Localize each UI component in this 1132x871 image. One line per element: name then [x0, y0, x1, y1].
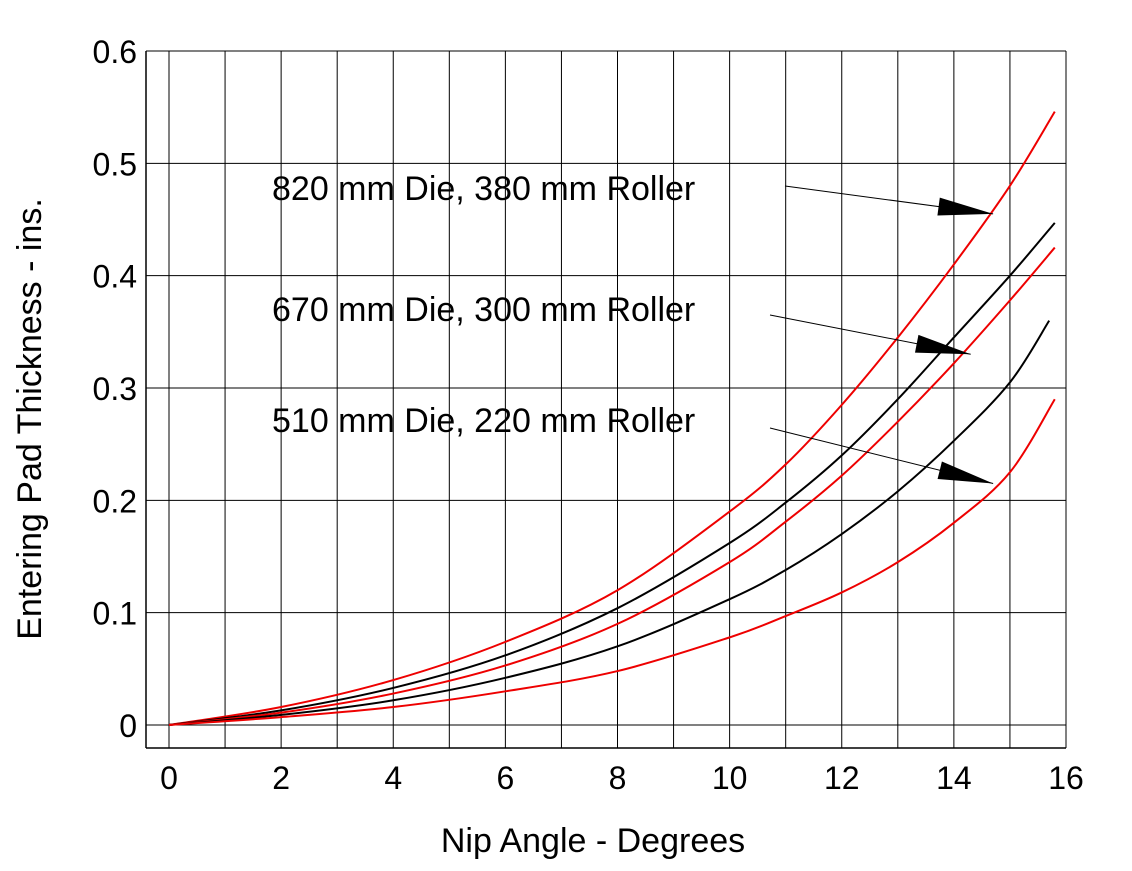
y-tick-label: 0.3 — [93, 371, 137, 407]
y-tick-label: 0.6 — [93, 34, 137, 70]
y-tick-label: 0 — [119, 708, 137, 744]
x-tick-label: 4 — [384, 760, 402, 796]
series-line-3 — [168, 246, 1056, 726]
annotations: 820 mm Die, 380 mm Roller 670 mm Die, 300… — [272, 170, 994, 484]
series-line-1 — [168, 111, 1056, 726]
x-tick-label: 2 — [272, 760, 290, 796]
axes: 0 0.1 0.2 0.3 0.4 0.5 0.6 0 2 4 6 8 10 12 14 16 — [93, 34, 1084, 796]
series-line-2 — [168, 222, 1056, 726]
y-tick-label: 0.4 — [93, 259, 137, 295]
annotation-arrowhead — [937, 197, 994, 216]
annotation-arrowhead — [914, 334, 971, 355]
x-tick-label: 0 — [160, 760, 178, 796]
series-line-5 — [168, 398, 1056, 726]
y-tick-label: 0.1 — [93, 596, 137, 632]
series-lines — [168, 111, 1056, 726]
x-axis-title: Nip Angle - Degrees — [441, 822, 745, 860]
x-tick-label: 12 — [824, 760, 860, 796]
y-tick-label: 0.5 — [93, 146, 137, 182]
x-tick-label: 16 — [1048, 760, 1084, 796]
y-tick-label: 0.2 — [93, 483, 137, 519]
x-tick-label: 14 — [936, 760, 972, 796]
y-axis-title: Entering Pad Thickness - ins. — [11, 198, 49, 640]
series-line-4 — [168, 320, 1051, 726]
annotation-label: 670 mm Die, 300 mm Roller — [272, 291, 695, 329]
x-tick-label: 6 — [496, 760, 514, 796]
annotation-arrowhead — [937, 461, 994, 484]
x-tick-label: 10 — [712, 760, 748, 796]
x-tick-label: 8 — [609, 760, 627, 796]
annotation-label: 510 mm Die, 220 mm Roller — [272, 402, 695, 440]
annotation-label: 820 mm Die, 380 mm Roller — [272, 170, 695, 208]
